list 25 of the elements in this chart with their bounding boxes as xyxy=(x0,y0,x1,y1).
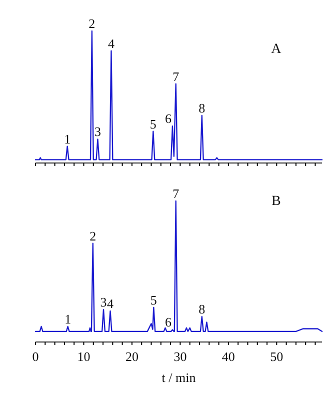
annotation: 1 xyxy=(64,311,72,326)
annotation: 5 xyxy=(150,292,157,308)
x-axis-title: t / min xyxy=(162,370,196,385)
annotation: 6 xyxy=(164,314,172,330)
annotation: 7 xyxy=(172,186,180,201)
annotation: 2 xyxy=(88,16,96,31)
annotation: 3 xyxy=(100,294,107,310)
x-tick-label: 50 xyxy=(270,349,284,364)
chart-title: B xyxy=(271,194,281,209)
annotation: 1 xyxy=(64,131,71,146)
x-tick-label: 30 xyxy=(174,349,187,364)
annotation: 7 xyxy=(172,68,180,84)
x-tick-label: 20 xyxy=(125,349,138,364)
annotation: 4 xyxy=(108,36,115,51)
text: A xyxy=(271,42,282,57)
x-tick-label: 10 xyxy=(77,349,90,364)
annotation: 2 xyxy=(90,228,96,244)
annotation: 4 xyxy=(107,296,114,311)
annotation: 5 xyxy=(150,116,156,132)
annotation: 3 xyxy=(94,124,101,140)
annotation: 8 xyxy=(198,302,206,317)
x-tick-label: 40 xyxy=(222,349,235,364)
annotation: 6 xyxy=(164,111,172,126)
x-tick-label: 0 xyxy=(32,349,39,364)
annotation: 8 xyxy=(198,100,206,116)
